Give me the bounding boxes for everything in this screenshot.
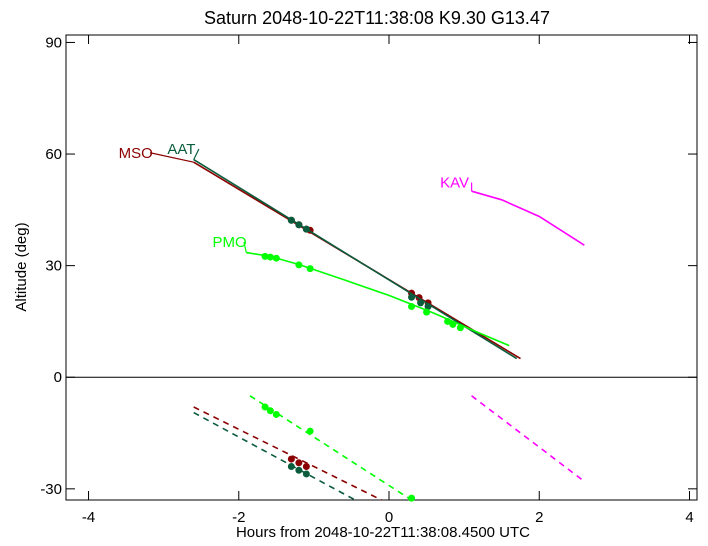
aat-marker (302, 225, 310, 233)
pmo-marker (261, 252, 269, 260)
series-layer: MSO AAT PMO KAV (119, 141, 585, 502)
x-ticks: -4 -2 0 2 4 (82, 35, 694, 526)
aat-marker (302, 470, 310, 478)
aat-marker (287, 216, 295, 224)
pmo-marker (408, 494, 416, 502)
mso-marker (287, 455, 295, 463)
kav-curve (471, 190, 585, 246)
aat-label-leader (193, 148, 200, 160)
pmo-marker (449, 320, 457, 328)
pmo-label-leader (243, 241, 247, 253)
aat-marker (417, 299, 425, 307)
pmo-marker (261, 403, 269, 411)
pmo-label: PMO (212, 234, 246, 251)
pmo-marker (456, 324, 464, 332)
x-tick-label: 2 (535, 509, 543, 526)
pmo-dashed-line (249, 395, 412, 501)
y-tick-label: 30 (45, 258, 62, 275)
aat-marker (295, 221, 303, 229)
y-tick-label: -30 (40, 481, 62, 498)
pmo-marker (306, 265, 314, 273)
pmo-marker (266, 253, 274, 261)
series-kav: KAV (440, 175, 585, 483)
pmo-curve (246, 251, 510, 347)
pmo-marker (272, 410, 280, 418)
chart-title: Saturn 2048-10-22T11:38:08 K9.30 G13.47 (204, 8, 550, 28)
aat-marker (424, 303, 432, 311)
pmo-marker (272, 254, 280, 262)
pmo-marker (295, 261, 303, 269)
x-tick-label: -2 (232, 509, 245, 526)
x-tick-label: 0 (385, 509, 393, 526)
aat-marker (287, 463, 295, 471)
y-axis-label: Altitude (deg) (13, 222, 30, 311)
kav-dashed-line (471, 395, 585, 483)
mso-label-leader (149, 152, 194, 163)
aat-marker (408, 293, 416, 301)
y-tick-label: 90 (45, 34, 62, 51)
pmo-marker (266, 407, 274, 415)
mso-label: MSO (119, 145, 153, 162)
pmo-marker (408, 303, 416, 311)
y-tick-label: 60 (45, 146, 62, 163)
x-tick-label: 4 (685, 509, 693, 526)
aat-marker (295, 466, 303, 474)
x-tick-label: -4 (82, 509, 95, 526)
aat-dashed-line (193, 411, 356, 501)
pmo-marker (444, 317, 452, 325)
y-tick-label: 0 (54, 369, 62, 386)
x-axis-label: Hours from 2048-10-22T11:38:08.4500 UTC (236, 524, 530, 541)
plot-frame (65, 34, 698, 501)
mso-dashed-line (193, 406, 382, 501)
series-aat: AAT (167, 141, 518, 501)
series-mso: MSO (119, 145, 521, 501)
kav-label: KAV (440, 175, 469, 192)
y-ticks: -30 0 30 60 90 (40, 34, 697, 498)
pmo-marker (306, 427, 314, 435)
series-pmo: PMO (212, 234, 510, 502)
mso-marker (295, 459, 303, 467)
mso-marker (302, 463, 310, 471)
aat-label: AAT (167, 141, 195, 158)
pmo-marker (423, 308, 431, 316)
